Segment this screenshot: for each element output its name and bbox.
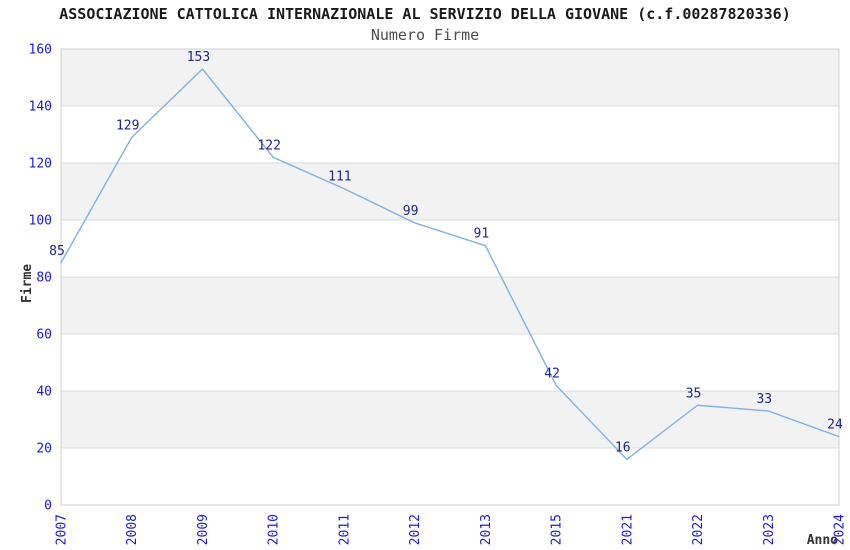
y-tick-label: 60 bbox=[36, 328, 52, 343]
y-tick-label: 20 bbox=[36, 442, 52, 457]
data-point-label: 129 bbox=[116, 118, 139, 133]
data-line bbox=[60, 68, 840, 461]
data-point-label: 33 bbox=[756, 392, 772, 407]
data-point-label: 111 bbox=[328, 170, 351, 185]
y-tick-label: 120 bbox=[29, 157, 52, 172]
data-point-label: 91 bbox=[474, 227, 490, 242]
x-tick-label: 2011 bbox=[337, 514, 352, 545]
data-point-label: 35 bbox=[686, 386, 702, 401]
data-point-label: 24 bbox=[827, 418, 843, 433]
x-axis-title: Anno bbox=[807, 533, 838, 548]
x-tick-label: 2024 bbox=[833, 514, 848, 545]
x-tick-label: 2015 bbox=[550, 514, 565, 545]
y-tick-label: 80 bbox=[36, 271, 52, 286]
data-point-label: 99 bbox=[403, 204, 419, 219]
x-tick-label: 2012 bbox=[408, 514, 423, 545]
grid-band bbox=[61, 49, 839, 106]
y-tick-label: 160 bbox=[29, 43, 52, 58]
data-point-label: 85 bbox=[49, 244, 65, 259]
data-point-label: 16 bbox=[615, 440, 631, 455]
x-tick-label: 2021 bbox=[620, 514, 635, 545]
chart-subtitle: Numero Firme bbox=[370, 26, 480, 44]
x-tick-label: 2009 bbox=[196, 514, 211, 545]
data-point-label: 42 bbox=[544, 366, 560, 381]
grid-band bbox=[61, 391, 839, 448]
chart-title: ASSOCIAZIONE CATTOLICA INTERNAZIONALE AL… bbox=[59, 5, 791, 23]
y-axis-title: Firme bbox=[20, 264, 35, 303]
x-tick-label: 2022 bbox=[691, 514, 706, 545]
data-point-label: 122 bbox=[257, 138, 280, 153]
plot-border bbox=[60, 48, 840, 506]
y-tick-label: 100 bbox=[29, 214, 52, 229]
x-tick-label: 2007 bbox=[55, 514, 70, 545]
data-point-label: 153 bbox=[187, 50, 210, 65]
y-tick-label: 0 bbox=[44, 499, 52, 514]
grid-band bbox=[61, 277, 839, 334]
x-tick-label: 2023 bbox=[762, 514, 777, 545]
x-tick-label: 2013 bbox=[479, 514, 494, 545]
grid-band bbox=[61, 163, 839, 220]
x-tick-label: 2008 bbox=[125, 514, 140, 545]
x-tick-label: 2010 bbox=[267, 514, 282, 545]
y-tick-label: 40 bbox=[36, 385, 52, 400]
y-tick-label: 140 bbox=[29, 100, 52, 115]
